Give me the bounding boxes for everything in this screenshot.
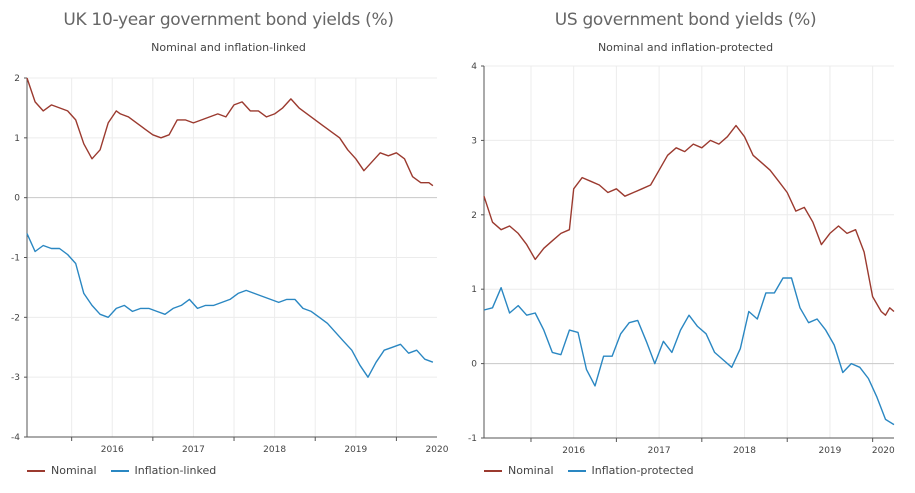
legend-swatch-nominal <box>27 469 45 472</box>
uk-legend: Nominal Inflation-linked <box>27 464 230 477</box>
y-tick-label: 1 <box>14 134 20 144</box>
y-tick-label: -3 <box>11 373 20 383</box>
y-tick-label: 2 <box>14 74 20 84</box>
x-tick-label: 2018 <box>263 445 286 455</box>
x-tick-label: 2017 <box>648 446 671 456</box>
y-tick-label: 2 <box>471 211 477 221</box>
y-tick-label: 3 <box>471 136 477 146</box>
x-tick-label: 2019 <box>818 446 841 456</box>
uk-plot-area: 2 1 0 -1 -2 -3 -4 2016 2017 2018 2019 2020 <box>11 74 449 455</box>
us-bond-yields-chart: US government bond yields (%) Nominal an… <box>457 0 914 493</box>
x-tick-label: 2017 <box>182 445 205 455</box>
legend-label: Inflation-linked <box>134 464 217 477</box>
legend-swatch-inflation <box>567 469 586 472</box>
x-tick-label: 2020 <box>426 445 449 455</box>
legend-label: Nominal <box>508 464 554 477</box>
y-tick-label: -1 <box>468 434 477 444</box>
legend-swatch-inflation <box>110 469 129 472</box>
legend-swatch-nominal <box>484 469 502 472</box>
y-tick-label: 4 <box>471 62 477 72</box>
series-line-nominal <box>26 77 434 187</box>
legend-item-nominal[interactable]: Nominal <box>484 464 554 477</box>
legend-label: Inflation-protected <box>591 464 694 477</box>
series-line-inflation <box>483 277 895 426</box>
chart-subtitle: Nominal and inflation-protected <box>597 41 774 54</box>
series-line-inflation <box>26 233 434 378</box>
series-line-nominal <box>483 124 895 316</box>
chart-title: US government bond yields (%) <box>554 10 817 30</box>
us-plot-area: 4 3 2 1 0 -1 2016 2017 2018 2019 2020 <box>468 62 895 456</box>
legend-item-inflation-protected[interactable]: Inflation-protected <box>567 464 694 477</box>
us-legend: Nominal Inflation-protected <box>484 464 708 477</box>
x-tick-label: 2018 <box>733 446 756 456</box>
legend-label: Nominal <box>51 464 97 477</box>
x-tick-label: 2020 <box>872 446 895 456</box>
y-tick-label: 1 <box>471 285 477 295</box>
y-tick-label: -1 <box>11 254 20 264</box>
x-tick-label: 2016 <box>101 445 124 455</box>
chart-subtitle: Nominal and inflation-linked <box>151 41 306 54</box>
uk-bond-yields-chart: UK 10-year government bond yields (%) No… <box>0 0 457 493</box>
chart-title: UK 10-year government bond yields (%) <box>63 10 394 30</box>
y-tick-label: 0 <box>14 194 20 204</box>
y-tick-label: -4 <box>11 433 20 443</box>
legend-item-inflation-linked[interactable]: Inflation-linked <box>110 464 217 477</box>
legend-item-nominal[interactable]: Nominal <box>27 464 97 477</box>
y-tick-label: -2 <box>11 313 20 323</box>
x-tick-label: 2016 <box>562 446 585 456</box>
y-tick-label: 0 <box>471 360 477 370</box>
x-tick-label: 2019 <box>344 445 367 455</box>
